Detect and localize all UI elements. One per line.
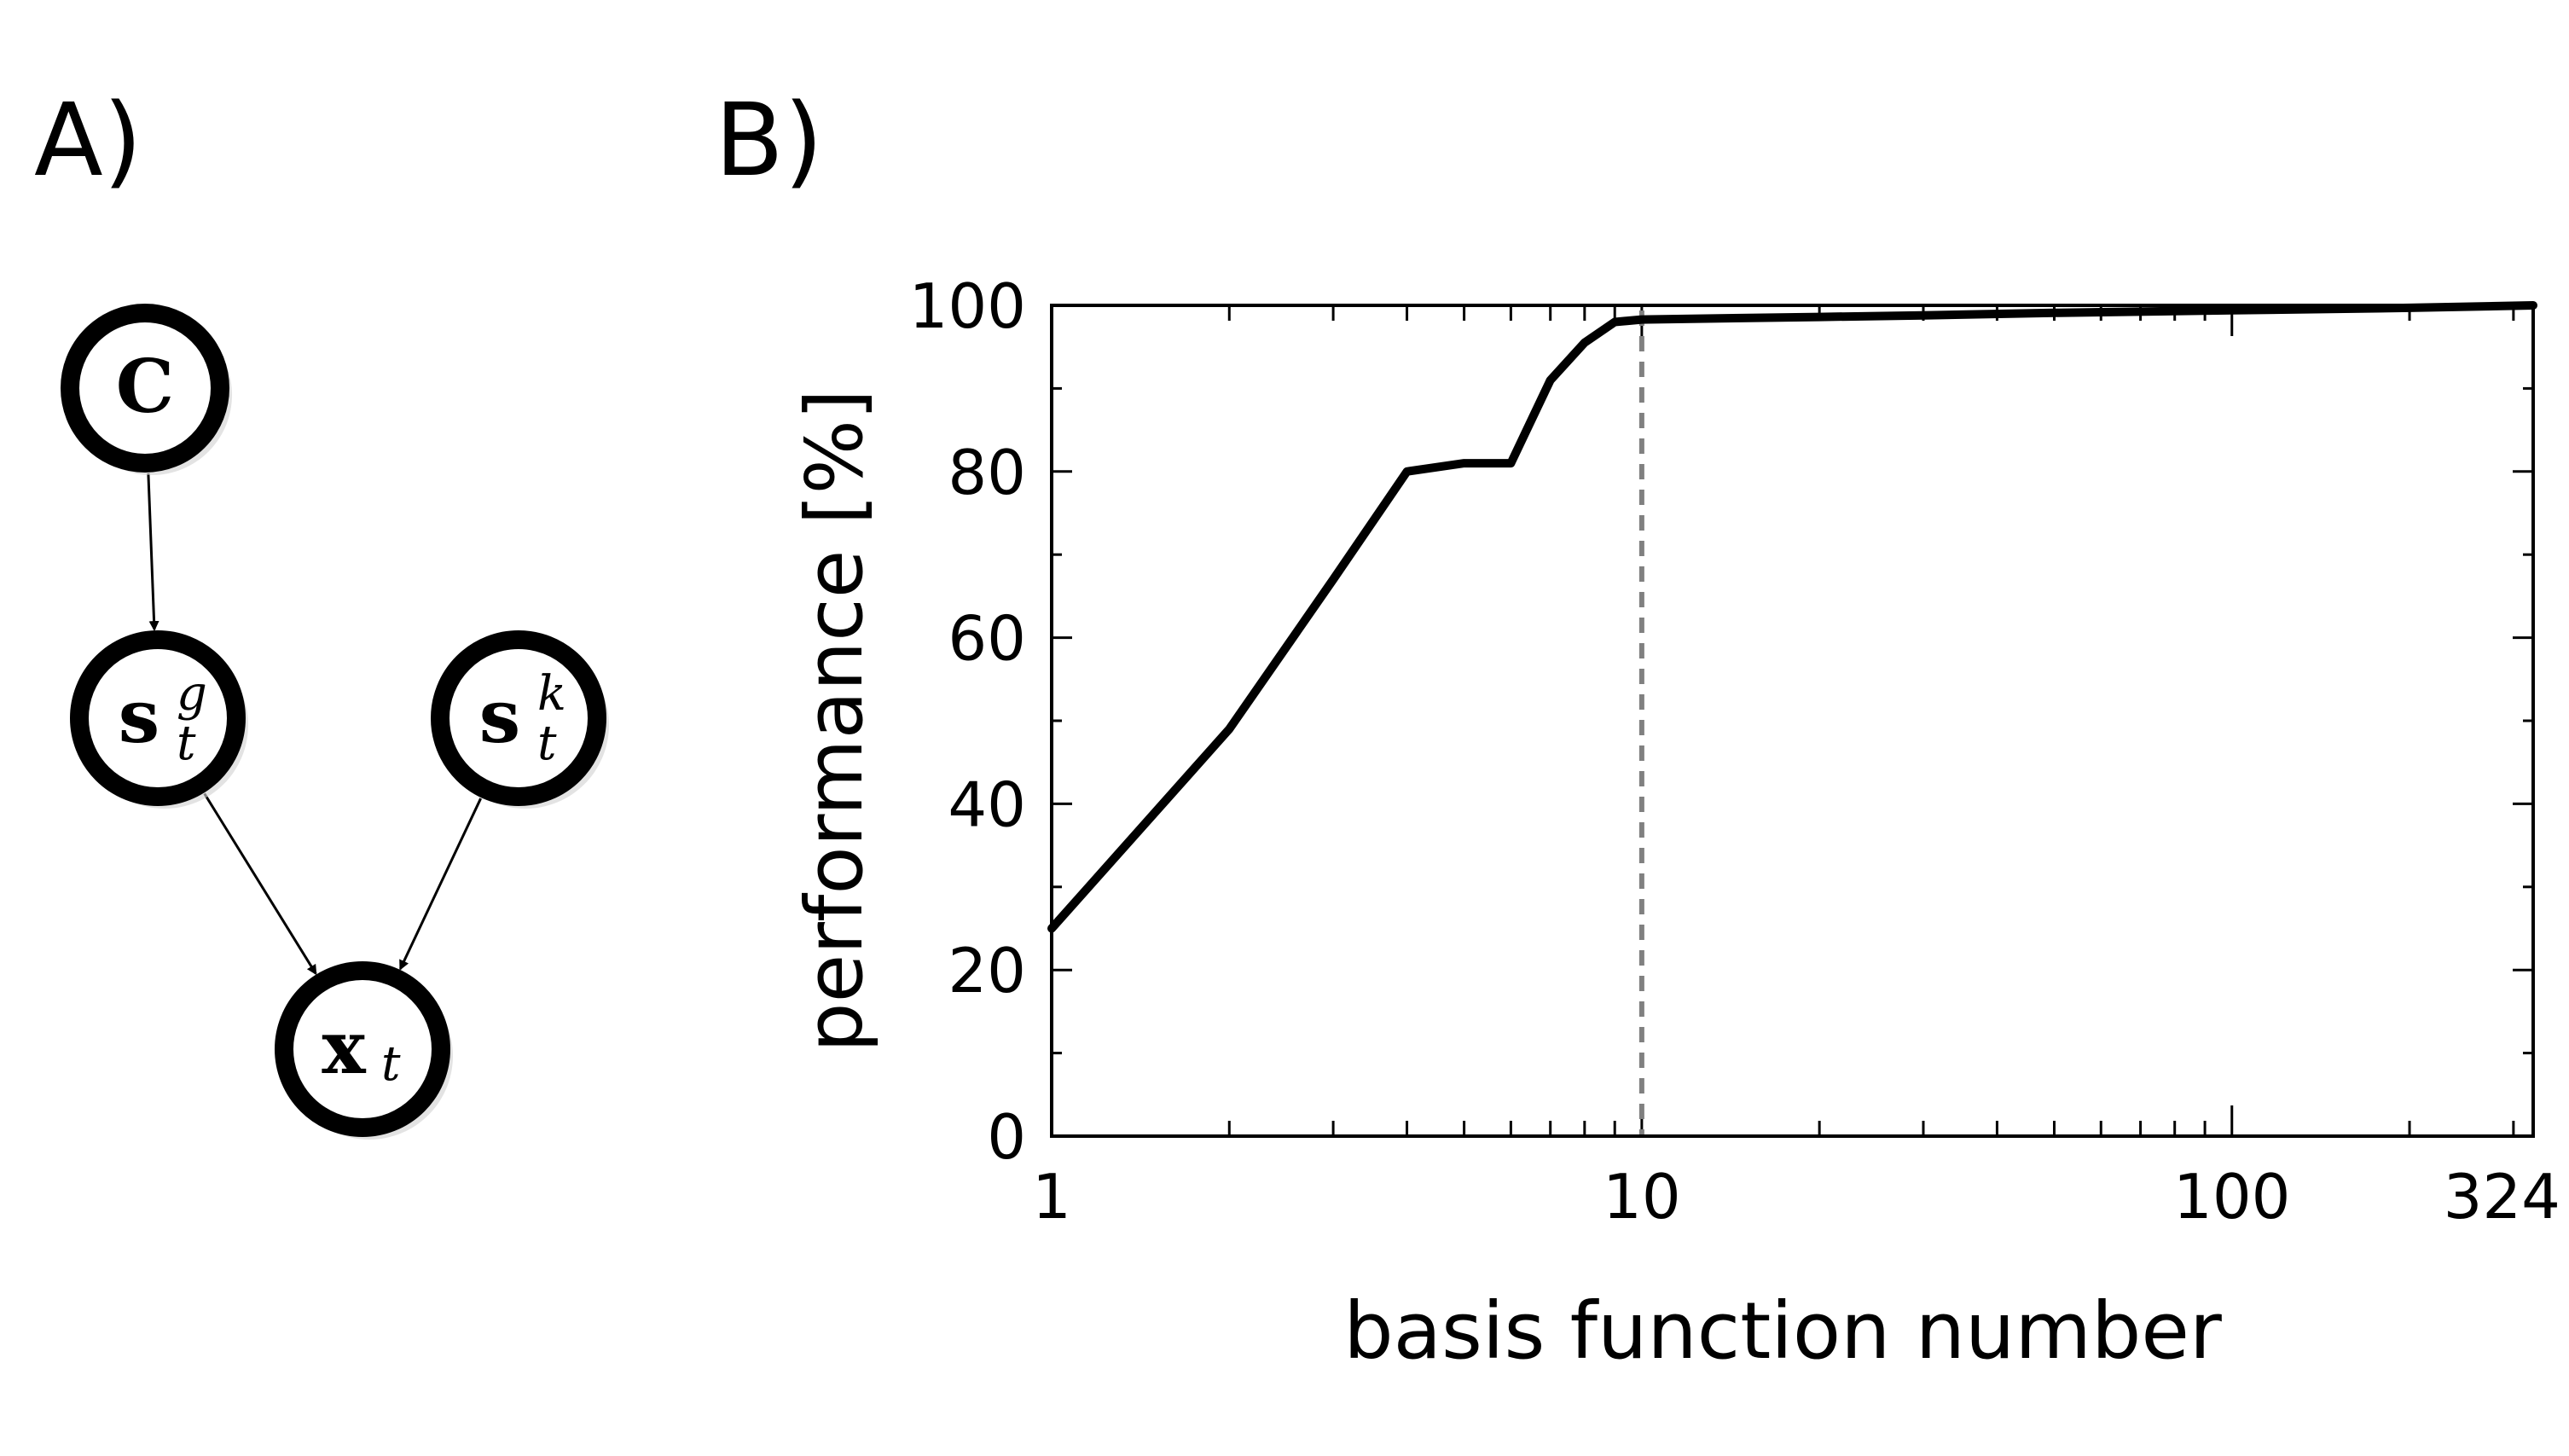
x-axis-title: basis function number bbox=[1343, 1285, 2222, 1377]
node-label-sub: t bbox=[537, 716, 557, 771]
node-circle bbox=[70, 630, 246, 806]
graphical-model: Cs gt s ktx t bbox=[61, 304, 609, 1140]
performance-chart: 0 20 40 60 80 100 1 10 100 324 basis function num… bbox=[789, 270, 2560, 1377]
node-s_t_k: s kt bbox=[431, 630, 609, 809]
diagram-nodes: Cs gt s ktx t bbox=[61, 304, 609, 1140]
x-tick-label: 10 bbox=[1603, 1161, 1681, 1233]
node-circle bbox=[61, 304, 229, 473]
y-tick-label: 60 bbox=[948, 603, 1026, 675]
axis-ticks bbox=[1050, 304, 2533, 1138]
y-tick-label: 80 bbox=[948, 437, 1026, 508]
chart-series bbox=[1047, 301, 2537, 933]
y-tick-label: 0 bbox=[987, 1101, 1026, 1173]
edge-C-to-s_t_g bbox=[147, 473, 159, 632]
node-circle bbox=[275, 961, 450, 1137]
node-s_t_g: s gt bbox=[70, 630, 248, 809]
panel-b-label: B) bbox=[715, 81, 823, 199]
y-tick-label: 20 bbox=[948, 935, 1026, 1006]
y-axis-title: performance [%] bbox=[789, 389, 880, 1053]
x-tick-label: 100 bbox=[2173, 1161, 2290, 1233]
node-C: C bbox=[61, 304, 232, 475]
node-label-sup: k bbox=[537, 666, 566, 722]
plot-frame bbox=[1050, 304, 2535, 1138]
node-label-main: x bbox=[322, 1005, 366, 1091]
node-label-sup: g bbox=[177, 666, 207, 722]
diagram-edges bbox=[147, 473, 482, 976]
edge-s_t_k-to-x_t bbox=[399, 798, 482, 971]
axis-tick-labels: 0 20 40 60 80 100 1 10 100 324 bbox=[909, 270, 2560, 1233]
y-tick-label: 100 bbox=[909, 270, 1026, 342]
x-tick-label: 324 bbox=[2444, 1161, 2560, 1233]
y-tick-label: 40 bbox=[948, 769, 1026, 840]
node-label-sub: t bbox=[381, 1036, 401, 1092]
panel-a-label: A) bbox=[34, 81, 142, 199]
node-label-main: C bbox=[116, 344, 174, 430]
node-label-main: s bbox=[479, 674, 520, 760]
node-circle bbox=[431, 630, 606, 806]
series-line bbox=[1047, 301, 2537, 933]
edge-s_t_g-to-x_t bbox=[203, 792, 317, 976]
node-label-sub: t bbox=[177, 716, 196, 771]
node-label-main: s bbox=[119, 674, 159, 760]
x-tick-label: 1 bbox=[1032, 1161, 1071, 1233]
